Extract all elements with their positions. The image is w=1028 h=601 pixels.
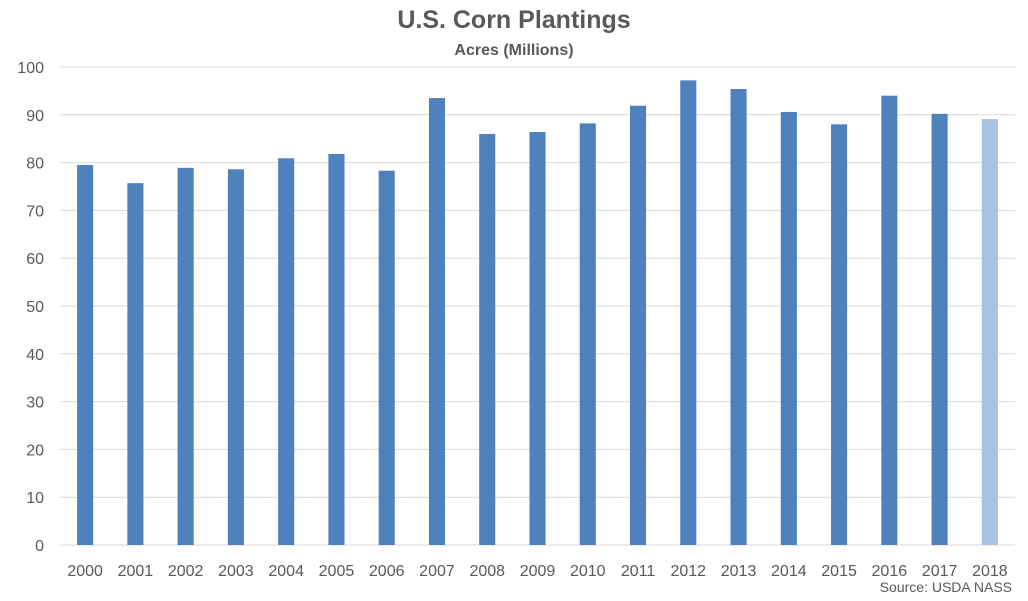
x-tick-label: 2006 [369,563,405,580]
x-tick-label: 2003 [218,563,254,580]
x-tick-label: 2018 [972,563,1008,580]
bar-2009 [529,132,546,545]
y-tick-label: 70 [26,203,44,220]
y-tick-label: 80 [26,156,44,173]
y-tick-label: 20 [26,442,44,459]
y-tick-label: 90 [26,108,44,125]
x-tick-label: 2010 [570,563,606,580]
bar-2014 [780,111,797,545]
x-tick-label: 2005 [319,563,355,580]
bar-2002 [177,167,194,545]
bar-2018 [981,119,998,546]
bar-2015 [831,124,848,546]
chart-subtitle: Acres (Millions) [454,42,574,59]
x-tick-label: 2014 [771,563,807,580]
x-tick-label: 2002 [168,563,204,580]
x-tick-label: 2016 [872,563,908,580]
y-axis-ticks: 0 10 20 30 40 50 60 70 80 90 100 [17,60,44,555]
bar-2001 [127,183,144,546]
x-tick-label: 2000 [67,563,103,580]
y-tick-label: 60 [26,251,44,268]
bar-2017 [931,113,948,546]
x-tick-label: 2017 [922,563,958,580]
source-note: Source: USDA NASS [879,579,1012,595]
bar-2007 [428,98,446,545]
x-tick-label: 2011 [621,563,656,580]
x-tick-label: 2007 [419,563,455,580]
bar-2005 [328,153,345,545]
chart-title: U.S. Corn Plantings [397,6,631,34]
y-tick-label: 10 [26,490,44,507]
x-axis-ticks: 2000 2001 2002 2003 2004 2005 2006 2007 2008 2009… [67,563,1007,580]
bar-2013 [730,88,747,545]
bar-2008 [479,133,496,546]
bars [77,80,998,546]
bar-2011 [629,105,647,545]
bar-2006 [378,170,395,545]
y-tick-label: 30 [26,395,44,412]
bar-2000 [77,164,94,546]
bar-2012 [680,80,697,545]
y-tick-label: 0 [35,538,44,555]
y-tick-label: 40 [26,347,44,364]
x-tick-label: 2012 [670,563,706,580]
x-tick-label: 2015 [821,563,857,580]
bar-2016 [881,95,898,546]
x-tick-label: 2004 [268,563,304,580]
bar-2004 [278,158,295,545]
y-tick-label: 50 [26,299,44,316]
x-tick-label: 2009 [520,563,556,580]
bar-2010 [579,123,596,546]
x-tick-label: 2008 [469,563,505,580]
x-tick-label: 2013 [721,563,757,580]
y-tick-label: 100 [17,60,44,77]
bar-2003 [227,169,244,546]
x-tick-label: 2001 [118,563,154,580]
